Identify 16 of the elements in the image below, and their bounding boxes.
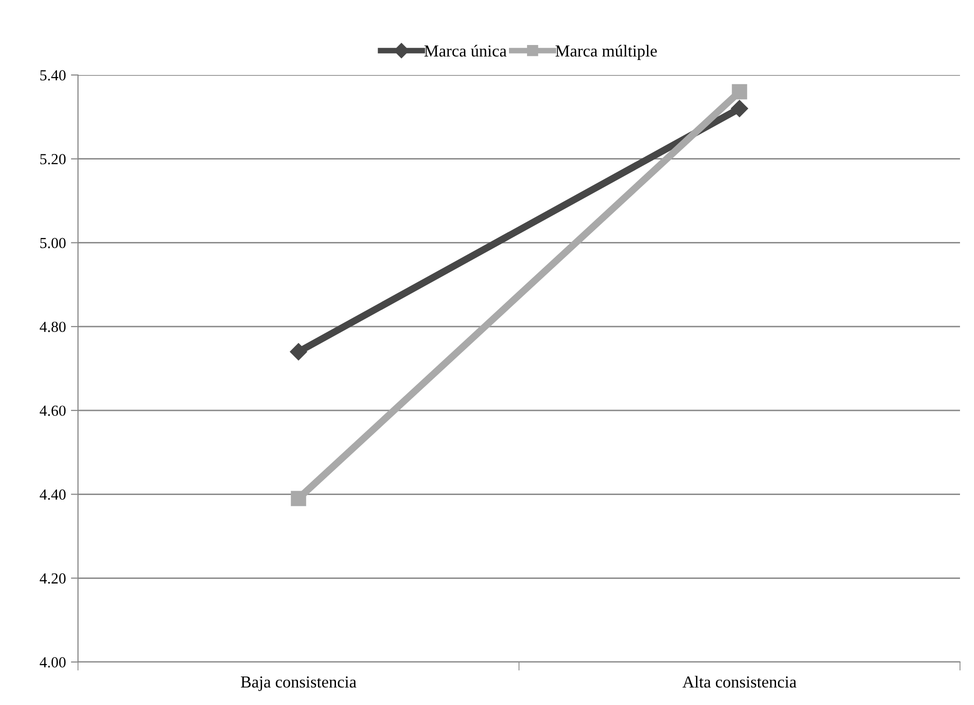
point <box>290 343 308 360</box>
point <box>730 100 748 118</box>
legend-label: Marca única <box>424 44 507 57</box>
y-tick-label: 5.00 <box>40 238 66 248</box>
y-tick-label: 4.80 <box>40 322 66 332</box>
point <box>732 84 748 100</box>
x-tick-label: Alta consistencia <box>682 676 796 688</box>
legend-label: Marca múltiple <box>556 44 657 60</box>
y-tick-label: 5.20 <box>40 154 66 164</box>
x-tick-label: Baja consistencia <box>240 676 356 692</box>
y-tick-label: 4.40 <box>40 489 66 500</box>
y-tick-label: 4.20 <box>40 573 66 584</box>
y-tick-label: 4.00 <box>40 657 66 668</box>
y-tick-label: 5.40 <box>40 70 66 81</box>
y-tick-label: 4.60 <box>40 406 66 416</box>
point <box>290 490 306 506</box>
